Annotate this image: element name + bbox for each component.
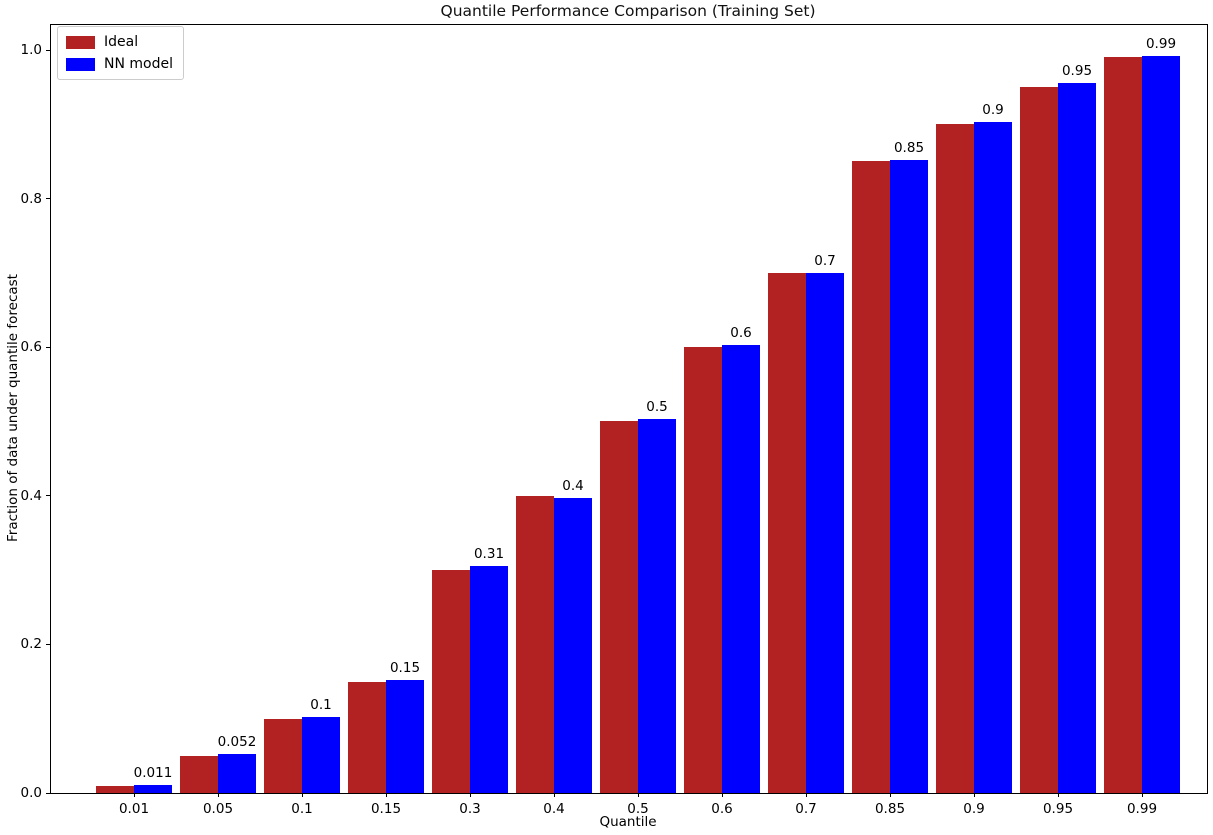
bar-ideal-0.5 (600, 421, 638, 793)
x-tick-label: 0.4 (543, 801, 565, 817)
bar-ideal-0.3 (432, 570, 470, 793)
bar-value-label: 0.011 (133, 765, 173, 781)
x-tick (806, 793, 807, 797)
bar-ideal-0.01 (96, 786, 134, 793)
x-axis-label: Quantile (599, 814, 657, 830)
bar-nn-model-0.99 (1142, 56, 1180, 793)
bar-nn-model-0.05 (218, 754, 256, 793)
x-tick (974, 793, 975, 797)
bar-nn-model-0.01 (134, 785, 172, 793)
x-tick-label: 0.99 (1126, 801, 1158, 817)
bar-value-label: 0.5 (646, 399, 668, 415)
bar-value-label: 0.9 (982, 102, 1004, 118)
bar-ideal-0.4 (516, 496, 554, 793)
y-tick (46, 346, 50, 348)
x-tick (638, 793, 639, 797)
chart-title: Quantile Performance Comparison (Trainin… (440, 2, 816, 20)
bar-value-label: 0.99 (1145, 36, 1177, 52)
bar-value-label: 0.6 (730, 325, 752, 341)
y-tick (46, 792, 50, 794)
x-tick (302, 793, 303, 797)
bar-value-label: 0.95 (1061, 63, 1093, 79)
x-tick (218, 793, 219, 797)
bar-value-label: 0.7 (814, 253, 836, 269)
bar-nn-model-0.3 (470, 566, 508, 793)
bar-nn-model-0.5 (638, 419, 676, 793)
y-tick (46, 198, 50, 200)
bar-ideal-0.1 (264, 719, 302, 793)
x-tick (554, 793, 555, 797)
legend-swatch-ideal (66, 35, 95, 49)
bar-nn-model-0.7 (806, 273, 844, 793)
y-tick-label: 1.0 (20, 42, 42, 58)
bar-nn-model-0.6 (722, 345, 760, 793)
x-tick (1058, 793, 1059, 797)
bar-value-label: 0.052 (217, 734, 257, 750)
bar-nn-model-0.1 (302, 717, 340, 793)
x-tick-label: 0.15 (370, 801, 402, 817)
bar-nn-model-0.85 (890, 160, 928, 793)
y-tick-label: 0.2 (20, 636, 42, 653)
y-tick-label: 0.8 (20, 190, 42, 207)
x-tick (386, 793, 387, 797)
bar-ideal-0.6 (684, 347, 722, 793)
bar-nn-model-0.95 (1058, 83, 1096, 793)
x-tick (1142, 793, 1143, 797)
x-tick-label: 0.6 (711, 801, 733, 817)
legend-label-ideal: Ideal (104, 34, 139, 50)
legend-label-nn-model: NN model (104, 56, 173, 72)
x-tick-label: 0.01 (118, 801, 150, 817)
bar-value-label: 0.15 (389, 660, 421, 676)
x-tick-label: 0.3 (459, 801, 481, 817)
legend-item-nn-model: NN model (66, 56, 173, 72)
x-tick (134, 793, 135, 797)
bar-value-label: 0.85 (893, 140, 925, 156)
bar-nn-model-0.4 (554, 498, 592, 793)
legend-swatch-nn-model (66, 57, 95, 71)
bar-nn-model-0.15 (386, 680, 424, 793)
x-tick-label: 0.05 (202, 801, 234, 817)
bar-value-label: 0.1 (310, 697, 332, 713)
bar-ideal-0.95 (1020, 87, 1058, 793)
bar-ideal-0.99 (1104, 57, 1142, 793)
x-tick-label: 0.1 (291, 801, 313, 817)
bar-ideal-0.7 (768, 273, 806, 793)
x-tick (722, 793, 723, 797)
x-tick (470, 793, 471, 797)
y-tick-label: 0.0 (20, 785, 42, 801)
x-tick-label: 0.85 (874, 801, 906, 817)
x-tick-label: 0.7 (795, 801, 817, 817)
bar-ideal-0.15 (348, 682, 386, 793)
y-tick (46, 495, 50, 497)
x-tick (890, 793, 891, 797)
y-axis-label: Fraction of data under quantile forecast (5, 274, 21, 542)
bar-ideal-0.05 (180, 756, 218, 793)
x-tick-label: 0.9 (963, 801, 985, 817)
bar-ideal-0.85 (852, 161, 890, 793)
bar-nn-model-0.9 (974, 122, 1012, 793)
bar-ideal-0.9 (936, 124, 974, 793)
x-tick-label: 0.95 (1042, 801, 1074, 817)
y-tick (46, 49, 50, 51)
bar-value-label: 0.4 (562, 478, 584, 494)
y-tick-label: 0.4 (20, 487, 42, 504)
legend-item-ideal: Ideal (66, 34, 173, 50)
x-tick-label: 0.5 (627, 801, 649, 817)
plot-area: 0.0 0.2 0.4 0.6 0.8 1.0 0.01 0.011 0.05 0.052 0.1 0… (21, 24, 1208, 817)
y-tick (46, 643, 50, 645)
bar-value-label: 0.31 (473, 546, 505, 562)
y-tick-label: 0.6 (20, 339, 42, 356)
legend: Ideal NN model (57, 26, 184, 80)
